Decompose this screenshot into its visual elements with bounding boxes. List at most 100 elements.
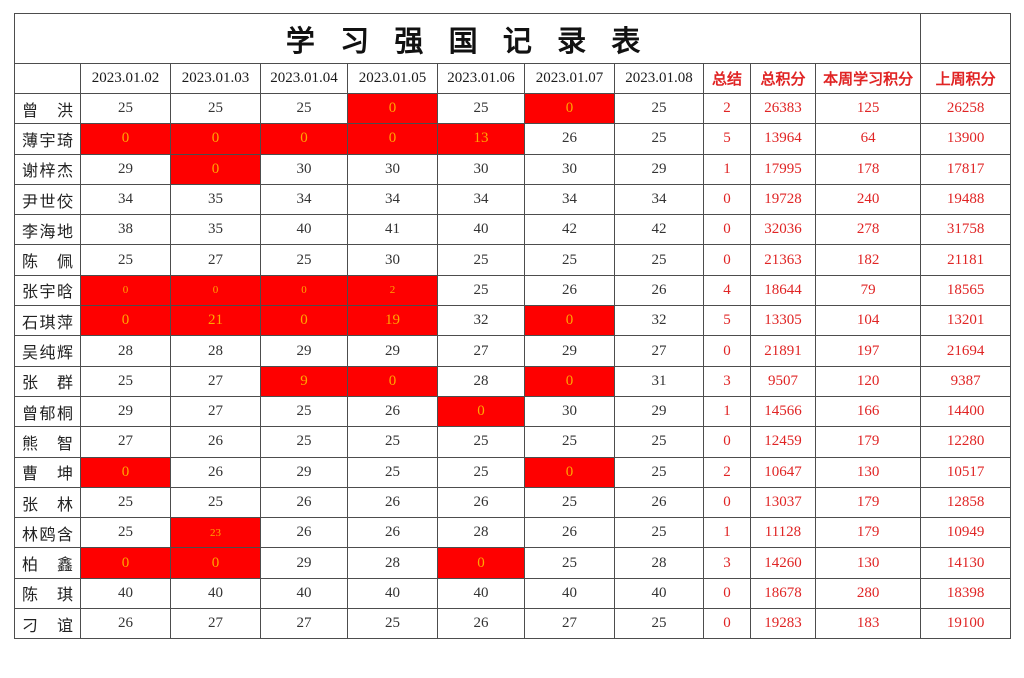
table-row: 曾郁桐 29 27 25 26 0 30 29 1 14566 166 14400 [14,395,1012,428]
day-score-cell: 26 [524,123,615,155]
day-score-cell: 42 [614,214,704,246]
summary-cell: 0 [703,486,751,519]
table-row: 曾 洪 25 25 25 0 25 0 25 2 26383 125 26258 [14,92,1012,125]
day-score-cell: 27 [170,365,261,397]
day-score-cell: 25 [170,92,261,125]
date-column-header: 2023.01.06 [437,63,525,94]
date-column-header: 2023.01.02 [80,63,171,94]
day-score-cell: 40 [170,577,261,610]
day-score-cell: 27 [170,608,261,640]
table-row: 尹世佼 34 35 34 34 34 34 34 0 19728 240 19488 [14,183,1012,216]
table-row: 曹 坤 0 26 29 25 25 0 25 2 10647 130 10517 [14,456,1012,488]
week-points-cell: 179 [814,486,922,519]
last-week-points-cell: 12858 [920,486,1012,519]
last-week-points-cell: 14400 [920,395,1012,428]
day-score-cell: 29 [614,395,704,428]
last-week-points-cell: 21181 [920,244,1012,276]
day-score-cell: 30 [347,244,438,276]
day-score-cell: 0 [347,92,438,125]
day-score-cell: 28 [80,335,171,367]
day-score-cell: 0 [260,123,348,155]
day-score-cell: 29 [260,456,348,488]
day-score-cell: 27 [170,395,261,428]
summary-cell: 0 [703,244,751,276]
student-name-cell: 曹 坤 [14,456,81,488]
week-points-cell: 120 [814,365,922,397]
summary-cell: 4 [703,274,751,307]
day-score-cell: 27 [260,608,348,640]
day-score-cell: 26 [437,486,525,519]
day-score-cell: 0 [524,92,615,125]
last-week-points-cell: 14130 [920,547,1012,579]
day-score-cell: 25 [437,274,525,307]
student-name-cell: 张 林 [14,486,81,519]
total-points-cell: 13037 [750,486,816,519]
last-week-points-cell: 19100 [920,608,1012,640]
day-score-cell: 25 [614,426,704,458]
day-score-cell: 40 [437,577,525,610]
day-score-cell: 0 [170,153,261,185]
student-name-cell: 张 群 [14,365,81,397]
week-points-cell: 240 [814,183,922,216]
day-score-cell: 25 [614,244,704,276]
total-points-cell: 19728 [750,183,816,216]
table-row: 吴纯辉 28 28 29 29 27 29 27 0 21891 197 21694 [14,335,1012,367]
day-score-cell: 40 [260,577,348,610]
last-week-points-cell: 17817 [920,153,1012,185]
last-week-points-cell: 12280 [920,426,1012,458]
last-week-points-cell: 10949 [920,517,1012,549]
day-score-cell: 26 [170,426,261,458]
day-score-cell: 35 [170,183,261,216]
day-score-cell: 23 [170,517,261,549]
day-score-cell: 25 [347,426,438,458]
table-row: 石琪萍 0 21 0 19 32 0 32 5 13305 104 13201 [14,305,1012,337]
day-score-cell: 29 [614,153,704,185]
student-name-cell: 石琪萍 [14,305,81,337]
day-score-cell: 0 [170,274,261,307]
day-score-cell: 40 [437,214,525,246]
day-score-cell: 0 [170,547,261,579]
student-name-cell: 薄宇琦 [14,123,81,155]
day-score-cell: 34 [260,183,348,216]
title-spacer-cell [920,13,1012,64]
day-score-cell: 25 [260,92,348,125]
day-score-cell: 34 [437,183,525,216]
total-points-cell: 13305 [750,305,816,337]
day-score-cell: 34 [80,183,171,216]
last-week-points-cell: 9387 [920,365,1012,397]
day-score-cell: 0 [437,395,525,428]
summary-cell: 1 [703,517,751,549]
last-week-points-cell: 18398 [920,577,1012,610]
day-score-cell: 27 [80,426,171,458]
date-column-header: 2023.01.03 [170,63,261,94]
day-score-cell: 25 [437,92,525,125]
day-score-cell: 26 [347,517,438,549]
table-row: 谢梓杰 29 0 30 30 30 30 29 1 17995 178 17817 [14,153,1012,185]
week-points-cell: 125 [814,92,922,125]
day-score-cell: 29 [80,395,171,428]
day-score-cell: 32 [614,305,704,337]
day-score-cell: 34 [347,183,438,216]
table-row: 张 群 25 27 9 0 28 0 31 3 9507 120 9387 [14,365,1012,397]
day-score-cell: 27 [170,244,261,276]
total-points-cell: 13964 [750,123,816,155]
day-score-cell: 25 [347,456,438,488]
day-score-cell: 0 [260,274,348,307]
table-row: 张 林 25 25 26 26 26 25 26 0 13037 179 12858 [14,486,1012,519]
day-score-cell: 26 [347,395,438,428]
day-score-cell: 40 [614,577,704,610]
total-points-cell: 11128 [750,517,816,549]
day-score-cell: 40 [80,577,171,610]
day-score-cell: 0 [80,123,171,155]
day-score-cell: 30 [437,153,525,185]
day-score-cell: 38 [80,214,171,246]
summary-cell: 0 [703,183,751,216]
week-points-cell: 197 [814,335,922,367]
day-score-cell: 41 [347,214,438,246]
column-header-row: 2023.01.02 2023.01.03 2023.01.04 2023.01.05… [14,63,1012,94]
total-points-cell: 14260 [750,547,816,579]
day-score-cell: 28 [437,517,525,549]
day-score-cell: 30 [524,153,615,185]
day-score-cell: 29 [260,547,348,579]
total-points-cell: 9507 [750,365,816,397]
